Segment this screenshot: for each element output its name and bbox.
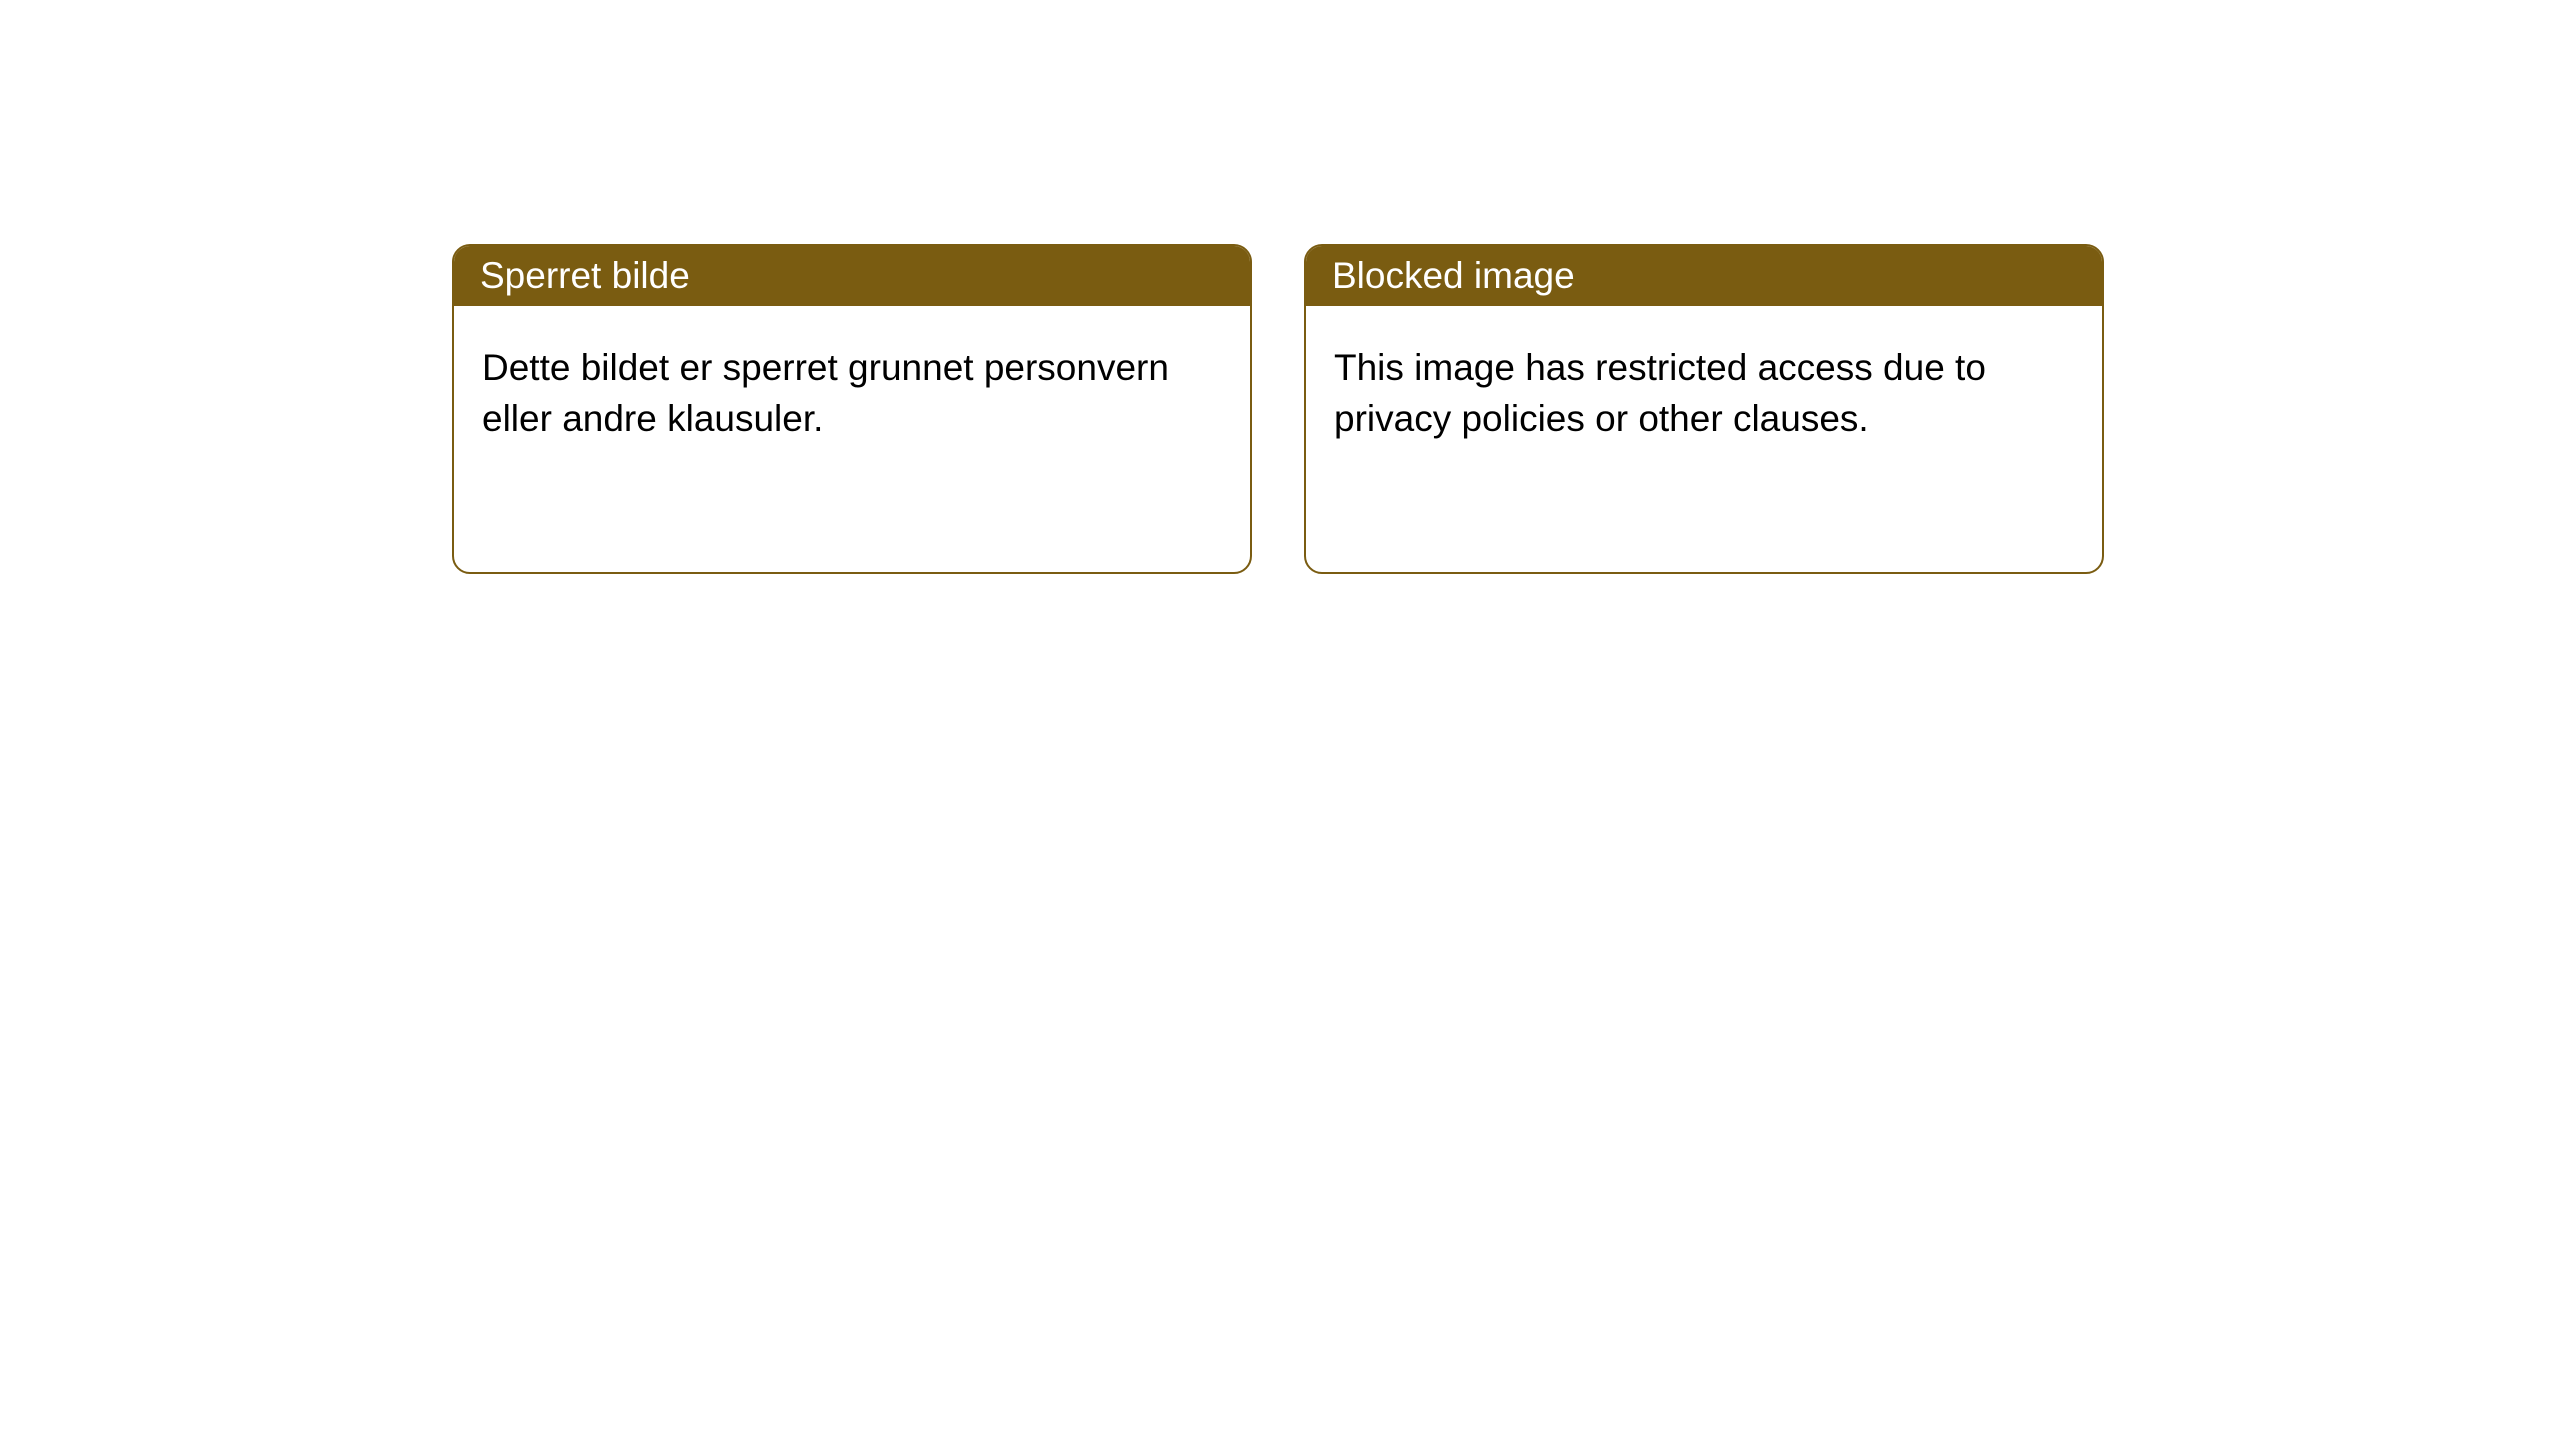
card-title: Blocked image (1332, 255, 1575, 297)
card-title: Sperret bilde (480, 255, 690, 297)
card-header: Blocked image (1306, 246, 2102, 306)
card-body: This image has restricted access due to … (1306, 306, 2102, 480)
card-body: Dette bildet er sperret grunnet personve… (454, 306, 1250, 480)
notice-container: Sperret bilde Dette bildet er sperret gr… (0, 0, 2560, 574)
card-body-text: Dette bildet er sperret grunnet personve… (482, 347, 1169, 439)
card-body-text: This image has restricted access due to … (1334, 347, 1986, 439)
notice-card-english: Blocked image This image has restricted … (1304, 244, 2104, 574)
notice-card-norwegian: Sperret bilde Dette bildet er sperret gr… (452, 244, 1252, 574)
card-header: Sperret bilde (454, 246, 1250, 306)
